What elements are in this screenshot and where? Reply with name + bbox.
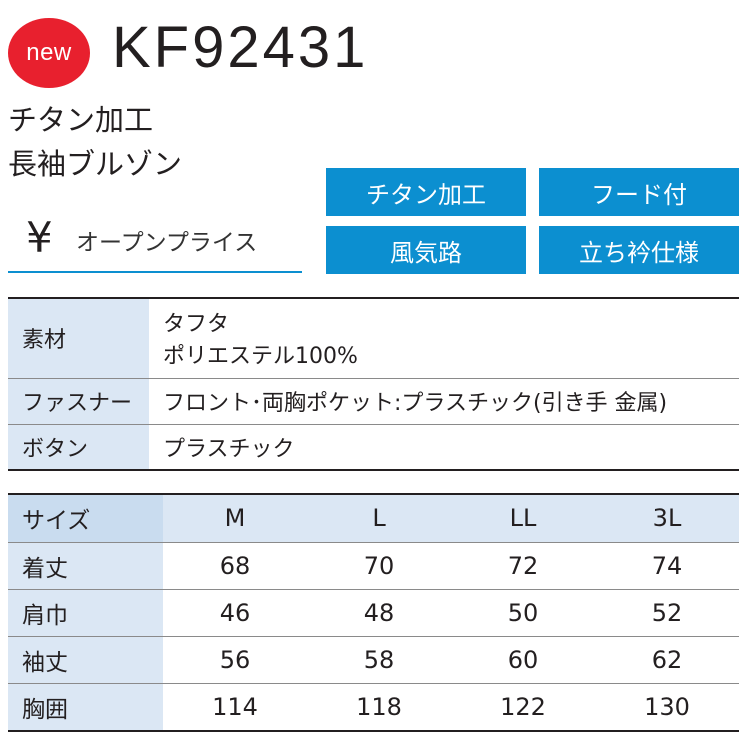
size-cell: 70 bbox=[307, 542, 451, 590]
yen-icon: ¥ bbox=[26, 213, 53, 262]
size-row: 着丈 68 70 72 74 bbox=[8, 542, 739, 590]
size-table: サイズ M L LL 3L 着丈 68 70 72 74 肩巾 46 48 50… bbox=[8, 493, 739, 732]
spec-value-line: タフタ bbox=[163, 312, 230, 338]
size-header-cell: L bbox=[307, 494, 451, 543]
size-cell: 58 bbox=[307, 636, 451, 684]
size-header-label: サイズ bbox=[8, 494, 163, 543]
size-cell: 48 bbox=[307, 589, 451, 637]
spec-value: フロント･両胸ポケット:プラスチック(引き手 金属) bbox=[149, 378, 739, 425]
size-cell: 74 bbox=[595, 542, 739, 590]
size-cell: 130 bbox=[644, 692, 690, 721]
size-cell: 52 bbox=[595, 589, 739, 637]
size-row-label: 胸囲 bbox=[8, 683, 163, 731]
size-row-label: 肩巾 bbox=[8, 589, 163, 637]
size-cell: 50 bbox=[451, 589, 595, 637]
size-cell: 46 bbox=[163, 589, 307, 637]
size-row: 肩巾 46 48 50 52 bbox=[8, 589, 739, 637]
spec-table: 素材 タフタ ポリエステル100% ファスナー フロント･両胸ポケット:プラスチ… bbox=[8, 297, 739, 471]
price-row: ¥ オープンプライス bbox=[8, 205, 302, 273]
size-header-cell: LL bbox=[451, 494, 595, 543]
size-row: 胸囲 114 118 122 130 bbox=[8, 683, 739, 731]
size-cell: 68 bbox=[163, 542, 307, 590]
spec-value: プラスチック bbox=[163, 436, 295, 462]
size-header-cell: M bbox=[163, 494, 307, 543]
size-header-row: サイズ M L LL 3L bbox=[8, 494, 739, 543]
subtitle-line-1: チタン加工 bbox=[8, 103, 154, 137]
price-text: オープンプライス bbox=[76, 230, 258, 256]
new-badge: new bbox=[8, 18, 90, 88]
size-cell: 62 bbox=[595, 636, 739, 684]
spec-row-material: 素材 タフタ ポリエステル100% bbox=[8, 298, 739, 379]
spec-value: タフタ ポリエステル100% bbox=[149, 298, 739, 379]
size-cell: 60 bbox=[451, 636, 595, 684]
feature-tag-hood: フード付 bbox=[539, 168, 739, 216]
size-row-label: 袖丈 bbox=[8, 636, 163, 684]
spec-label: 素材 bbox=[8, 298, 149, 379]
feature-tag-titanium: チタン加工 bbox=[326, 168, 526, 216]
feature-tag-ventilation: 風気路 bbox=[326, 226, 526, 274]
feature-tag-standing-collar: 立ち衿仕様 bbox=[539, 226, 739, 274]
size-row: 袖丈 56 58 60 62 bbox=[8, 636, 739, 684]
size-cell: 72 bbox=[451, 542, 595, 590]
spec-value-line: ポリエステル100% bbox=[163, 344, 358, 370]
size-header-cell: 3L bbox=[595, 494, 739, 543]
product-code: KF92431 bbox=[112, 15, 369, 80]
size-cell: 114 bbox=[212, 692, 258, 721]
spec-row-fastener: ファスナー フロント･両胸ポケット:プラスチック(引き手 金属) bbox=[8, 378, 739, 425]
subtitle-line-2: 長袖ブルゾン bbox=[8, 147, 183, 181]
size-cell: 122 bbox=[500, 692, 546, 721]
spec-label: ファスナー bbox=[8, 378, 149, 425]
spec-row-button: ボタン プラスチック bbox=[8, 424, 739, 470]
size-cell: 118 bbox=[356, 692, 402, 721]
size-cell: 56 bbox=[163, 636, 307, 684]
size-row-label: 着丈 bbox=[8, 542, 163, 590]
spec-label: ボタン bbox=[8, 424, 149, 470]
